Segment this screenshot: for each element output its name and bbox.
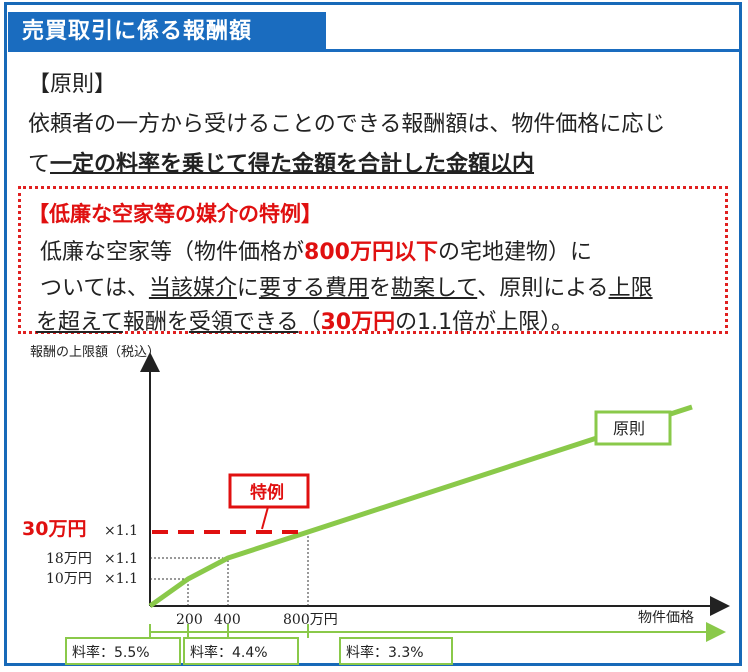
special-l2-b: 当該媒介	[148, 276, 237, 301]
rate-label-1: 料率：5.5%	[72, 644, 150, 661]
rate-box-1	[65, 637, 181, 665]
special-l2-e: を	[368, 276, 391, 301]
special-l2-d: 要する費用	[258, 276, 369, 301]
legend-principle-label: 原則	[613, 419, 645, 438]
x-tick-200: 200	[176, 612, 203, 628]
special-l2-g: 、原則による	[477, 276, 609, 301]
special-l2-c: に	[236, 276, 259, 301]
principle-heading: 【原則】	[28, 72, 117, 97]
legend-special-pointer	[261, 506, 269, 530]
special-text-line2: ついては、当該媒介に要する費用を勘案して、原則による上限	[40, 270, 653, 302]
y-tick-30: 30万円	[22, 518, 86, 540]
special-l3-d: （	[298, 310, 321, 335]
principle-text-line1: 依頼者の一方から受けることのできる報酬額は、物件価格に応じ	[28, 112, 666, 137]
principle-text-line2: て一定の料率を乗じて得た金額を合計した金額以内	[28, 146, 534, 178]
special-l3-b: 報酬を	[122, 310, 189, 335]
special-l3-a: を超えて	[36, 310, 123, 335]
special-l1-b: 800万円以下	[304, 240, 438, 265]
principle-emphasis: 一定の料率を乗じて得た金額を合計した金額以内	[50, 152, 535, 177]
legend-special-box	[228, 473, 310, 509]
y-axis-title: 報酬の上限額（税込）	[30, 345, 160, 360]
rate-box-2	[183, 637, 299, 665]
fee-chart: 報酬の上限額（税込） 物件価格 30万円 ×1.1 18万円 ×1.1 10万円…	[22, 345, 730, 665]
special-l2-f: 勘案して	[390, 276, 478, 301]
x-tick-800: 800万円	[283, 612, 338, 628]
series-principle-line	[148, 404, 693, 609]
legend-principle-box	[594, 410, 672, 446]
special-case-heading: 【低廉な空家等の媒介の特例】	[28, 202, 322, 226]
special-l3-c: 受領できる	[188, 310, 299, 335]
y-tick-10-mult: ×1.1	[104, 571, 138, 587]
special-l3-f: の1.1倍が上限）。	[395, 310, 574, 335]
y-tick-18: 18万円	[46, 551, 92, 567]
rate-label-3: 料率：3.3%	[346, 644, 424, 661]
special-l3-e: 30万円	[320, 310, 396, 335]
special-l1-c: の宅地建物）に	[437, 240, 592, 265]
title-underline	[8, 49, 740, 52]
special-case-box	[18, 186, 728, 334]
special-l2-h: 上限	[608, 276, 653, 301]
special-l1-a: 低廉な空家等（物件価格が	[40, 240, 305, 265]
y-tick-10: 10万円	[46, 571, 92, 587]
special-text-line1: 低廉な空家等（物件価格が800万円以下の宅地建物）に	[40, 234, 592, 266]
rate-label-2: 料率：4.4%	[190, 644, 268, 661]
page-title: 売買取引に係る報酬額	[8, 12, 326, 52]
special-text-line3: を超えて報酬を受領できる（30万円の1.1倍が上限）。	[36, 304, 573, 336]
rate-box-3	[339, 637, 453, 665]
special-l2-a: ついては、	[40, 276, 149, 301]
legend-special-label: 特例	[250, 482, 284, 503]
x-tick-400: 400	[214, 612, 241, 628]
x-axis-title: 物件価格	[638, 610, 694, 626]
y-tick-18-mult: ×1.1	[104, 551, 138, 567]
principle-line2-prefix: て	[28, 152, 51, 177]
y-tick-30-mult: ×1.1	[104, 523, 138, 539]
